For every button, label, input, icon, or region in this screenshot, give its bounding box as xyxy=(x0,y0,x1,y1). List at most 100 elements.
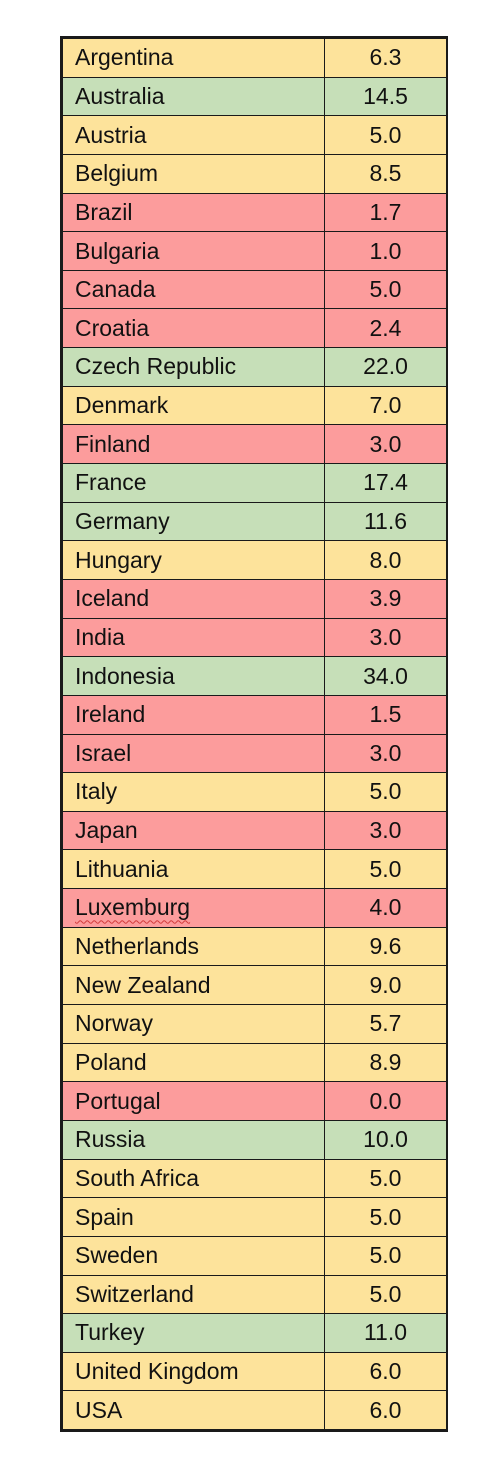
value-cell[interactable]: 2.4 xyxy=(324,308,447,349)
country-cell[interactable]: Brazil xyxy=(62,192,325,233)
value-cell[interactable]: 9.6 xyxy=(324,926,447,967)
value-cell[interactable]: 14.5 xyxy=(324,76,447,117)
value-cell[interactable]: 6.0 xyxy=(324,1351,447,1392)
country-cell[interactable]: Lithuania xyxy=(62,849,325,890)
table-row: Turkey 11.0 xyxy=(62,1313,447,1353)
country-name: Turkey xyxy=(75,1319,145,1346)
country-cell[interactable]: Argentina xyxy=(62,38,325,78)
table-row: Netherlands 9.6 xyxy=(62,926,447,967)
value-cell[interactable]: 5.0 xyxy=(324,1274,447,1315)
table-row: Canada 5.0 xyxy=(62,269,447,310)
country-name: Netherlands xyxy=(75,933,200,960)
country-cell[interactable]: Turkey xyxy=(62,1313,325,1353)
value-cell[interactable]: 1.5 xyxy=(324,694,447,735)
value-cell[interactable]: 4.0 xyxy=(324,888,447,928)
table-row: Italy 5.0 xyxy=(62,772,447,812)
value-cell[interactable]: 7.0 xyxy=(324,385,447,426)
country-name: India xyxy=(75,623,125,650)
country-cell[interactable]: Germany xyxy=(62,501,325,542)
country-cell[interactable]: Hungary xyxy=(62,540,325,580)
table-row: Iceland 3.9 xyxy=(62,578,447,619)
country-value-table: Argentina 6.3 Australia 14.5 Austria 5.0 Belgi… xyxy=(62,38,447,1431)
country-cell[interactable]: New Zealand xyxy=(62,965,325,1006)
country-cell[interactable]: Russia xyxy=(62,1119,325,1160)
value-cell[interactable]: 5.7 xyxy=(324,1004,447,1044)
value-cell[interactable]: 11.0 xyxy=(324,1313,447,1353)
country-cell[interactable]: Luxemburg xyxy=(62,888,325,928)
value-cell[interactable]: 8.5 xyxy=(324,153,447,194)
country-name: Denmark xyxy=(75,392,169,419)
country-cell[interactable]: Bulgaria xyxy=(62,231,325,271)
value-cell[interactable]: 5.0 xyxy=(324,269,447,310)
value-cell[interactable]: 5.0 xyxy=(324,1235,447,1276)
country-cell[interactable]: Canada xyxy=(62,269,325,310)
country-cell[interactable]: Japan xyxy=(62,810,325,851)
value-cell[interactable]: 3.0 xyxy=(324,733,447,774)
value-cell[interactable]: 17.4 xyxy=(324,463,447,503)
table-row: Luxemburg 4.0 xyxy=(62,888,447,928)
table-row: Argentina 6.3 xyxy=(62,38,447,78)
country-cell[interactable]: Denmark xyxy=(62,385,325,426)
country-cell[interactable]: Switzerland xyxy=(62,1274,325,1315)
country-cell[interactable]: Czech Republic xyxy=(62,347,325,387)
value-cell[interactable]: 1.7 xyxy=(324,192,447,233)
value-cell[interactable]: 3.0 xyxy=(324,617,447,658)
country-name: Israel xyxy=(75,739,132,766)
country-cell[interactable]: Sweden xyxy=(62,1235,325,1276)
value-cell[interactable]: 1.0 xyxy=(324,231,447,271)
value-cell[interactable]: 6.3 xyxy=(324,38,447,78)
table-row: South Africa 5.0 xyxy=(62,1158,447,1199)
country-cell[interactable]: Poland xyxy=(62,1042,325,1083)
value-cell[interactable]: 34.0 xyxy=(324,656,447,696)
table-row: Norway 5.7 xyxy=(62,1004,447,1044)
value-cell[interactable]: 3.9 xyxy=(324,578,447,619)
table-row: Australia 14.5 xyxy=(62,76,447,117)
country-name: Japan xyxy=(75,817,138,844)
country-cell[interactable]: Norway xyxy=(62,1004,325,1044)
country-cell[interactable]: Portugal xyxy=(62,1081,325,1121)
country-cell[interactable]: USA xyxy=(62,1390,325,1431)
value-cell[interactable]: 3.0 xyxy=(324,424,447,465)
country-cell[interactable]: Iceland xyxy=(62,578,325,619)
value-cell[interactable]: 0.0 xyxy=(324,1081,447,1121)
value-cell[interactable]: 11.6 xyxy=(324,501,447,542)
table-row: Japan 3.0 xyxy=(62,810,447,851)
country-cell[interactable]: Croatia xyxy=(62,308,325,349)
country-cell[interactable]: Ireland xyxy=(62,694,325,735)
table-row: Israel 3.0 xyxy=(62,733,447,774)
value-cell[interactable]: 10.0 xyxy=(324,1119,447,1160)
value-cell[interactable]: 22.0 xyxy=(324,347,447,387)
country-name: Iceland xyxy=(75,585,150,612)
country-name: USA xyxy=(75,1396,123,1423)
country-cell[interactable]: Belgium xyxy=(62,153,325,194)
country-cell[interactable]: France xyxy=(62,463,325,503)
country-cell[interactable]: South Africa xyxy=(62,1158,325,1199)
country-cell[interactable]: United Kingdom xyxy=(62,1351,325,1392)
value-cell[interactable]: 5.0 xyxy=(324,849,447,890)
country-cell[interactable]: Israel xyxy=(62,733,325,774)
country-name: Canada xyxy=(75,276,156,303)
country-cell[interactable]: Austria xyxy=(62,115,325,155)
value-cell[interactable]: 5.0 xyxy=(324,115,447,155)
country-cell[interactable]: Finland xyxy=(62,424,325,465)
value-cell[interactable]: 6.0 xyxy=(324,1390,447,1431)
table-row: Portugal 0.0 xyxy=(62,1081,447,1121)
table-row: USA 6.0 xyxy=(62,1390,447,1431)
value-cell[interactable]: 5.0 xyxy=(324,1197,447,1237)
country-name: Brazil xyxy=(75,198,133,225)
value-cell[interactable]: 9.0 xyxy=(324,965,447,1006)
value-cell[interactable]: 3.0 xyxy=(324,810,447,851)
country-cell[interactable]: Spain xyxy=(62,1197,325,1237)
country-cell[interactable]: Indonesia xyxy=(62,656,325,696)
country-cell[interactable]: India xyxy=(62,617,325,658)
value-cell[interactable]: 5.0 xyxy=(324,772,447,812)
country-cell[interactable]: Australia xyxy=(62,76,325,117)
country-cell[interactable]: Italy xyxy=(62,772,325,812)
table-row: Czech Republic 22.0 xyxy=(62,347,447,387)
country-value-table-frame: Argentina 6.3 Australia 14.5 Austria 5.0 Belgi… xyxy=(60,36,448,1433)
value-cell[interactable]: 8.0 xyxy=(324,540,447,580)
country-cell[interactable]: Netherlands xyxy=(62,926,325,967)
value-cell[interactable]: 5.0 xyxy=(324,1158,447,1199)
value-cell[interactable]: 8.9 xyxy=(324,1042,447,1083)
table-row: Hungary 8.0 xyxy=(62,540,447,580)
